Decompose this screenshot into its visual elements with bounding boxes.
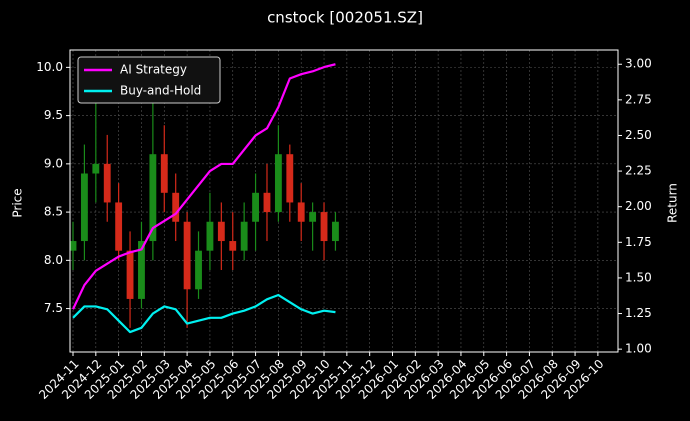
y2-tick-label: 2.00: [625, 199, 652, 213]
candle-body: [92, 163, 100, 174]
legend-box: [77, 56, 221, 104]
y-tick-label: 10.0: [36, 60, 63, 74]
candle-body: [252, 192, 259, 222]
y-tick-label: 8.0: [44, 253, 63, 267]
candle-body: [229, 241, 237, 251]
y2-tick-label: 2.25: [625, 164, 652, 178]
candle-body: [69, 241, 77, 251]
candle-body: [332, 221, 339, 242]
y-tick-label: 9.5: [44, 108, 63, 122]
y2-tick-label: 1.00: [625, 342, 652, 356]
chart-title: cnstock [002051.SZ]: [267, 9, 423, 27]
y2-tick-label: 3.00: [625, 57, 652, 71]
y2-tick-label: 2.75: [625, 92, 652, 106]
candle-body: [149, 154, 157, 242]
candle-body: [240, 221, 248, 251]
y2-tick-label: 1.25: [625, 306, 652, 320]
candle-body: [274, 154, 282, 213]
candle-body: [263, 192, 271, 213]
candle-body: [206, 221, 214, 251]
plot-frame: [69, 49, 619, 353]
legend-label: Buy-and-Hold: [120, 84, 201, 98]
series-line: [72, 293, 336, 334]
y2-axis-label: Return: [666, 183, 680, 223]
candle-body: [195, 250, 202, 290]
candle-body: [309, 212, 317, 222]
y-axis-label: Price: [11, 188, 25, 217]
candle-body: [172, 192, 180, 222]
candle-body: [320, 212, 328, 242]
candle-body: [80, 173, 88, 242]
candle-body: [217, 221, 225, 242]
candle-body: [103, 163, 111, 203]
candle-body: [115, 202, 123, 251]
candle-body: [126, 250, 134, 299]
candle-body: [160, 154, 168, 193]
y2-tick-label: 2.50: [625, 128, 652, 142]
candle-body: [183, 221, 191, 290]
y-tick-label: 8.5: [44, 205, 63, 219]
y-tick-label: 7.5: [44, 301, 63, 315]
y-tick-label: 9.0: [44, 156, 63, 170]
candle-body: [286, 154, 294, 203]
legend-label: AI Strategy: [120, 63, 187, 77]
y2-tick-label: 1.75: [625, 235, 652, 249]
series-line: [72, 63, 336, 310]
candle-body: [297, 202, 305, 222]
candle-body: [138, 241, 145, 299]
y2-tick-label: 1.50: [625, 270, 652, 284]
